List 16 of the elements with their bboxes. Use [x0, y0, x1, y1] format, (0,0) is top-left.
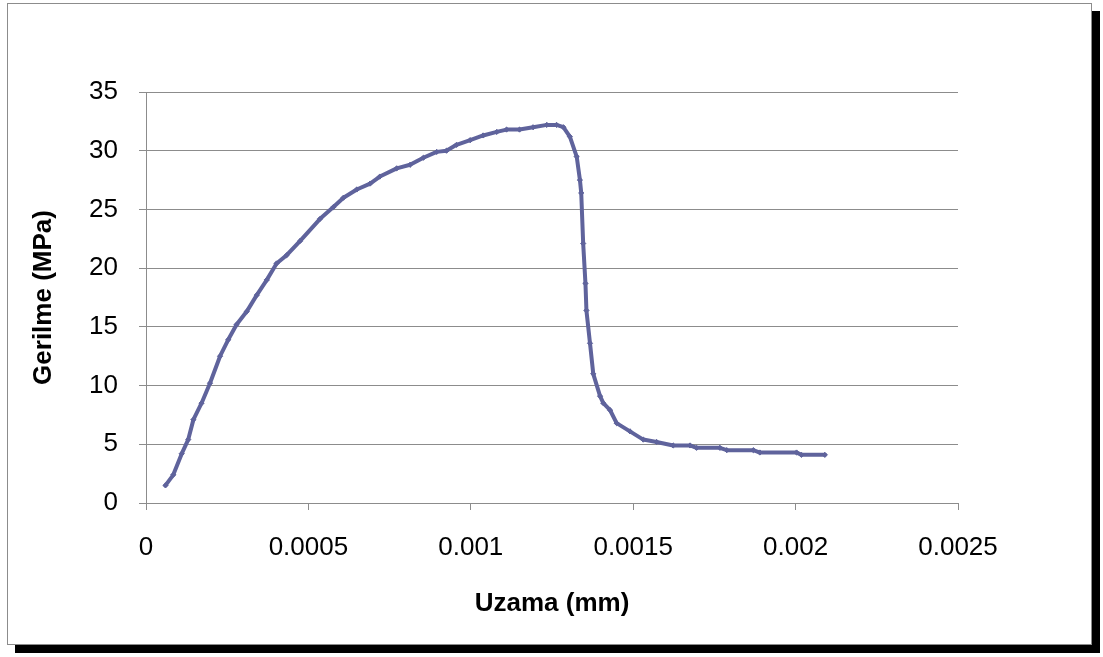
y-tick-label: 10 [89, 368, 118, 399]
y-tick-label: 25 [89, 192, 118, 223]
y-axis-title: Gerilme (MPa) [26, 210, 57, 385]
x-tick-label: 0.002 [763, 530, 829, 561]
x-tick-label: 0.0025 [918, 530, 998, 561]
x-axis-title: Uzama (mm) [474, 586, 630, 617]
x-tick-label: 0.0015 [593, 530, 673, 561]
x-tick-label: 0.0005 [268, 530, 349, 561]
x-tick-label: 0 [138, 530, 154, 561]
y-tick-label: 5 [103, 427, 118, 458]
y-tick-label: 30 [89, 133, 118, 164]
x-tick-label: 0.001 [438, 530, 504, 561]
y-tick-label: 15 [89, 310, 118, 341]
y-tick-label: 35 [89, 75, 118, 106]
y-tick-label: 0 [103, 486, 118, 517]
y-tick-label: 20 [89, 251, 118, 282]
